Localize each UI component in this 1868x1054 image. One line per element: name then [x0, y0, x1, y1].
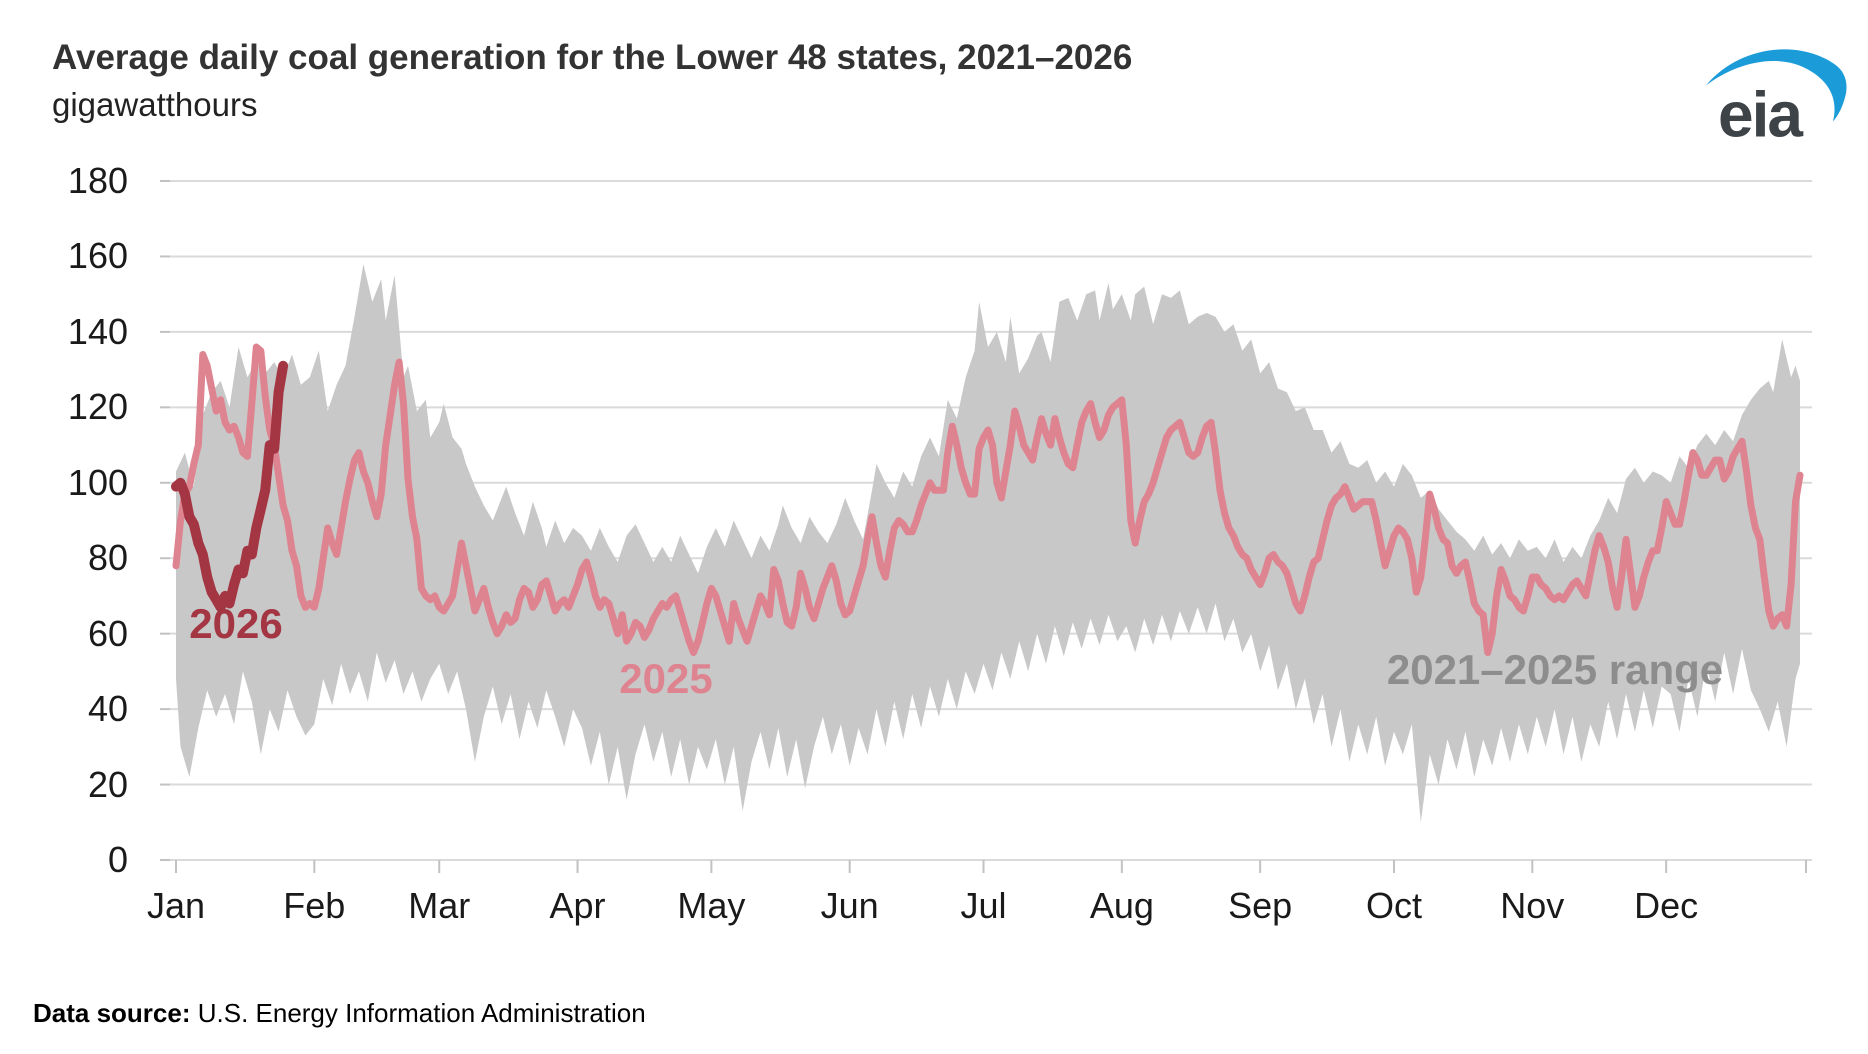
range-band [176, 264, 1800, 823]
y-axis-label: 80 [87, 537, 128, 579]
x-axis-month-label: Jul [960, 885, 1007, 926]
x-axis-month-label: Dec [1634, 885, 1699, 926]
x-axis-month-label: Mar [408, 885, 471, 926]
x-axis-month-label: Jan [146, 885, 206, 926]
chart-unit-subtitle: gigawatthours [52, 86, 258, 123]
eia-logo-swoosh-icon [1706, 49, 1847, 122]
series-label-2025: 2025 [619, 655, 713, 702]
y-axis-label: 60 [87, 612, 128, 654]
x-axis-month-label: Oct [1365, 885, 1422, 926]
eia-logo: eia [1706, 49, 1847, 147]
eia-logo-text: eia [1718, 79, 1803, 147]
x-axis-month-label: Feb [283, 885, 346, 926]
y-axis-label: 0 [107, 839, 128, 880]
y-axis-label: 140 [67, 310, 128, 352]
x-axis-month-label: Nov [1500, 885, 1565, 926]
x-axis-month-label: May [677, 885, 746, 926]
series-label-range: 2021–2025 range [1386, 646, 1724, 693]
y-axis-label: 180 [67, 160, 128, 201]
y-axis-label: 120 [67, 386, 128, 428]
x-axis-month-label: Apr [549, 885, 606, 926]
y-axis-label: 20 [87, 763, 128, 805]
data-source-note: Data source: U.S. Energy Information Adm… [33, 998, 646, 1029]
y-axis-label: 40 [87, 688, 128, 730]
data-lines [171, 343, 1804, 656]
x-axis-month-label: Sep [1228, 885, 1293, 926]
page-title: Average daily coal generation for the Lo… [52, 38, 1133, 77]
y-axis-label: 160 [67, 235, 128, 277]
x-axis-month-label: Aug [1089, 885, 1154, 926]
y-axis-label: 100 [67, 461, 128, 503]
data-source-label: Data source: [33, 998, 191, 1028]
axis-ticks [160, 180, 1807, 873]
x-axis-month-label: Jun [820, 885, 879, 926]
data-source-text: U.S. Energy Information Administration [190, 998, 646, 1028]
series-label-2026: 2026 [189, 600, 283, 647]
